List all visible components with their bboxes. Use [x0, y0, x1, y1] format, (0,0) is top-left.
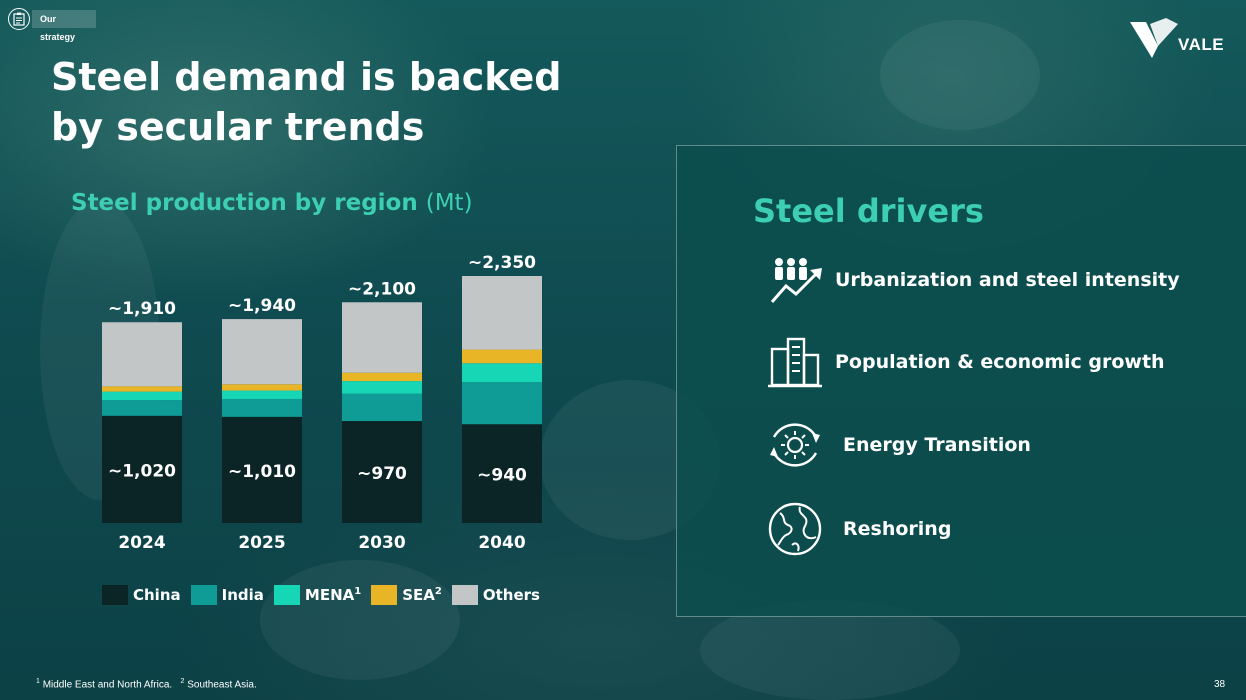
bar-segment-others-2030: [342, 302, 422, 373]
total-label-2025: ~1,940: [228, 296, 296, 316]
chart-legend: China India MENA1 SEA2 Others: [102, 585, 550, 605]
legend-item-sea: SEA2: [371, 585, 442, 605]
total-label-2040: ~2,350: [468, 253, 536, 273]
footnote-2-mark: 2: [180, 678, 185, 685]
bar-segment-china-2025: [222, 416, 302, 523]
x-tick-label-2025: 2025: [238, 533, 285, 553]
bar-segment-others-2024: [102, 322, 182, 387]
stacked-bar-chart: ~1,020 ~1,910 2024 ~1,010 ~1,940 2025 ~970 ~2,1…: [102, 253, 542, 553]
legend-swatch-mena: [273, 585, 300, 605]
chart-title-text: Steel production by region: [71, 190, 418, 216]
total-label-2030: ~2,100: [348, 279, 416, 299]
data-label-china-2025: ~1,010: [228, 462, 296, 482]
bar-segment-india-2030: [342, 393, 422, 422]
bar-segment-china-2024: [102, 415, 182, 523]
driver-reshoring: Reshoring: [766, 501, 951, 557]
footnote-1-mark: 1: [36, 678, 40, 685]
globe-icon: [766, 501, 824, 557]
legend-swatch-sea: [371, 585, 398, 605]
driver-energy-label: Energy Transition: [843, 434, 1031, 456]
bar-segment-others-2040: [462, 276, 542, 350]
bar-segment-mena-2030: [342, 381, 422, 394]
chart-title-unit: (Mt): [425, 190, 473, 216]
legend-item-india: India: [190, 585, 264, 605]
urbanization-icon: [766, 252, 824, 308]
footnote-1: Middle East and North Africa.: [42, 679, 173, 691]
legend-label-sea-text: SEA: [402, 586, 435, 604]
total-label-2024: ~1,910: [108, 299, 176, 319]
bar-segment-mena-2040: [462, 363, 542, 383]
bar-segment-sea-2040: [462, 349, 542, 364]
x-tick-label-2030: 2030: [358, 533, 405, 553]
bar-segment-sea-2025: [222, 384, 302, 391]
legend-footnote-mark-mena: 1: [354, 586, 362, 597]
bar-segment-india-2040: [462, 382, 542, 425]
data-label-china-2040: ~940: [477, 466, 527, 486]
bar-segment-china-2040: [462, 424, 542, 523]
x-tick-label-2040: 2040: [478, 533, 525, 553]
footnote-2: Southeast Asia.: [187, 679, 257, 691]
legend-swatch-china: [102, 585, 128, 605]
legend-footnote-mark-sea: 2: [434, 586, 442, 597]
driver-population-label: Population & economic growth: [835, 351, 1165, 373]
driver-urbanization: Urbanization and steel intensity: [766, 252, 1180, 308]
page-title-line1: Steel demand is backed: [51, 55, 562, 99]
driver-reshoring-label: Reshoring: [843, 518, 952, 540]
buildings-icon: [766, 334, 824, 390]
legend-label-others: Others: [482, 586, 540, 604]
legend-label-mena-text: MENA: [304, 586, 355, 604]
section-tag: Our strategy: [8, 8, 96, 42]
section-tag-label: Our strategy: [32, 10, 96, 42]
x-tick-label-2024: 2024: [118, 533, 165, 553]
vale-logo: VALE: [1128, 16, 1238, 60]
page-number: 38: [1214, 679, 1226, 690]
driver-population: Population & economic growth: [766, 334, 1165, 390]
legend-swatch-india: [190, 585, 217, 605]
bar-segment-mena-2025: [222, 390, 302, 399]
legend-label-india: India: [221, 586, 264, 604]
logo-wordmark: VALE: [1178, 35, 1225, 54]
bar-segment-india-2024: [102, 400, 182, 416]
bar-segment-china-2030: [342, 421, 422, 523]
chart-title: Steel production by region (Mt): [71, 190, 473, 216]
clipboard-icon: [8, 8, 30, 30]
driver-urbanization-label: Urbanization and steel intensity: [835, 269, 1180, 291]
data-label-china-2024: ~1,020: [108, 461, 176, 481]
legend-item-china: China: [102, 585, 181, 605]
page-title-line2: by secular trends: [51, 105, 425, 149]
legend-label-mena: MENA1: [305, 586, 361, 604]
energy-transition-icon: [766, 417, 824, 473]
legend-item-others: Others: [451, 585, 540, 605]
legend-label-sea: SEA2: [402, 586, 442, 604]
legend-item-mena: MENA1: [273, 585, 361, 605]
driver-energy: Energy Transition: [766, 417, 1031, 473]
bar-segment-others-2025: [222, 319, 302, 385]
legend-label-china: China: [133, 586, 181, 604]
vale-logo-mark: [1130, 18, 1178, 58]
data-label-china-2030: ~970: [357, 464, 407, 484]
bar-segment-sea-2030: [342, 372, 422, 382]
bar-segment-india-2025: [222, 398, 302, 417]
bar-segment-sea-2024: [102, 386, 182, 392]
bar-segment-mena-2024: [102, 391, 182, 401]
footnotes: 1 Middle East and North Africa. 2 Southe…: [36, 678, 257, 690]
page-title: Steel demand is backed by secular trends: [51, 52, 611, 152]
steel-drivers-title: Steel drivers: [753, 192, 984, 230]
legend-swatch-others: [451, 585, 478, 605]
